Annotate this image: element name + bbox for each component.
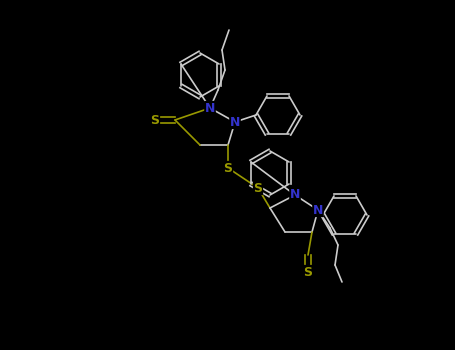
Text: S: S xyxy=(303,266,313,279)
Text: N: N xyxy=(313,203,323,217)
Text: S: S xyxy=(223,161,233,175)
Text: S: S xyxy=(253,182,263,195)
Text: N: N xyxy=(290,189,300,202)
Text: S: S xyxy=(151,113,160,126)
Text: N: N xyxy=(205,102,215,114)
Text: N: N xyxy=(230,116,240,128)
